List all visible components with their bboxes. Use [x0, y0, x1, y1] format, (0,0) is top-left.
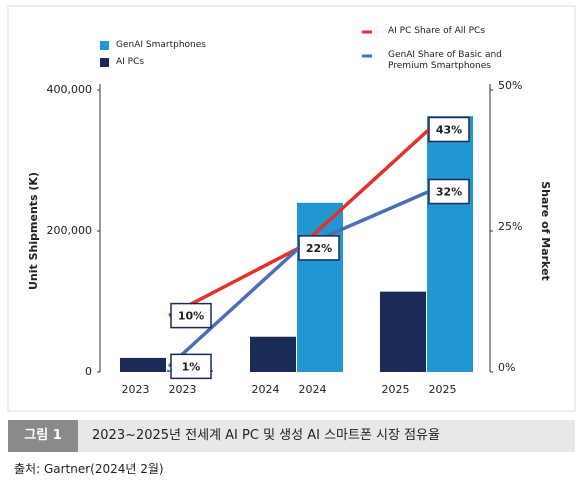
- bar: [427, 116, 473, 373]
- value-label: 10%: [178, 310, 204, 323]
- legend-label: GenAI Share of Basic and Premium Smartph…: [388, 50, 502, 71]
- value-label-box: [170, 302, 212, 329]
- y2-axis-label: Share of Market: [539, 181, 552, 281]
- y2-tick-label: 50%: [498, 79, 522, 92]
- x-tick-label: 2023: [122, 383, 150, 396]
- x-tick-label: 2023: [169, 383, 197, 396]
- y-tick-label: 400,000: [47, 83, 93, 96]
- chart: Unit Shipments (K) Share of Market 0 200,…: [7, 5, 576, 412]
- x-tick-label: 2025: [429, 383, 457, 396]
- chart-frame: [7, 5, 576, 412]
- x-tick-label: 2024: [299, 383, 327, 396]
- value-label-box: [170, 353, 212, 380]
- caption-bar: 그림 1 2023~2025년 전세계 AI PC 및 생성 AI 스마트폰 시…: [8, 420, 575, 452]
- bar: [250, 336, 296, 372]
- y-tick-label: 200,000: [47, 224, 93, 237]
- value-label-box: [428, 178, 470, 205]
- bar: [380, 291, 426, 372]
- x-tick-label: 2025: [382, 383, 410, 396]
- legend-label: AI PCs: [116, 57, 145, 67]
- x-tick-label: 2024: [252, 383, 280, 396]
- value-label-box: [298, 235, 340, 261]
- y2-tick-label: 0%: [498, 361, 515, 374]
- value-label: 22%: [306, 242, 332, 255]
- legend-swatch: [100, 41, 109, 50]
- legend-swatch: [100, 58, 109, 67]
- value-label-box: [428, 116, 470, 143]
- value-label: 1%: [182, 360, 201, 373]
- y-tick-label: 0: [85, 365, 92, 378]
- caption-number: 그림 1: [8, 420, 78, 452]
- value-label: 43%: [436, 123, 462, 136]
- y-axis-label: Unit Shipments (K): [27, 172, 40, 290]
- source: 출처: Gartner(2024년 2월): [14, 462, 164, 476]
- bar: [120, 357, 166, 372]
- value-label: 32%: [436, 186, 462, 199]
- legend-label: AI PC Share of All PCs: [388, 26, 486, 36]
- y2-tick-label: 25%: [498, 220, 522, 233]
- legend-label: GenAI Smartphones: [116, 40, 206, 50]
- caption-title: 2023~2025년 전세계 AI PC 및 생성 AI 스마트폰 시장 점유율: [92, 428, 440, 443]
